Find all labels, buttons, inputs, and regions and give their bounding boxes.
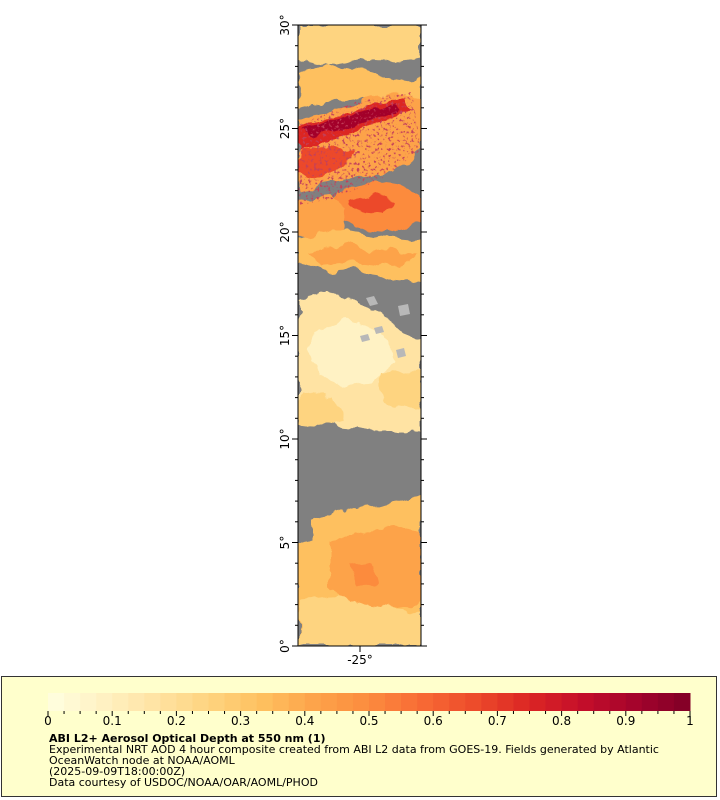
colorbar-bin [256, 693, 274, 711]
colorbar-bin [272, 693, 290, 711]
colorbar-bin [401, 693, 418, 711]
colorbar-bin [304, 693, 322, 711]
colorbar-tick-label: 0.8 [552, 714, 571, 728]
colorbar-gradient [48, 693, 691, 711]
colorbar-bin [48, 693, 65, 711]
colorbar-bin [449, 693, 466, 711]
colorbar-bin [641, 693, 659, 711]
colorbar-bin [385, 693, 402, 711]
colorbar-bin [112, 693, 129, 711]
colorbar-tick-label: 0.7 [488, 714, 507, 728]
colorbar-bin [417, 693, 434, 711]
colorbar-tick-label: 0.2 [167, 714, 186, 728]
colorbar-bin [288, 693, 306, 711]
colorbar-bin [465, 693, 482, 711]
latitude-axis: 0° 5° 10° 15° 20° 25° 30° [278, 14, 427, 653]
colorbar-ticks: 0 0.1 0.2 0.3 0.4 0.5 0.6 0.7 0.8 0.9 1 [44, 711, 694, 728]
colorbar-bin [513, 693, 530, 711]
colorbar-bin [352, 693, 370, 711]
colorbar-bin [481, 693, 498, 711]
colorbar-bin [673, 693, 691, 711]
lat-tick-label: 25° [278, 118, 292, 139]
colorbar-bin [320, 693, 338, 711]
legend-description: Experimental NRT AOD 4 hour composite cr… [49, 743, 659, 767]
colorbar-bin [545, 693, 563, 711]
lat-tick-label: 0° [278, 639, 292, 653]
colorbar-bin [433, 693, 450, 711]
colorbar-bin [176, 693, 193, 711]
lat-tick-label: 20° [278, 221, 292, 242]
aod-raster [298, 25, 421, 646]
legend-panel: 0 0.1 0.2 0.3 0.4 0.5 0.6 0.7 0.8 0.9 1 ABI L2+ Ae… [1, 676, 717, 797]
colorbar-bin [336, 693, 354, 711]
colorbar-tick-label: 0.1 [103, 714, 122, 728]
colorbar-tick-label: 1 [686, 714, 694, 728]
legend-title: ABI L2+ Aerosol Optical Depth at 550 nm … [49, 732, 326, 745]
lat-tick-label: 5° [278, 536, 292, 550]
colorbar-bin [497, 693, 514, 711]
lat-tick-label: 10° [278, 428, 292, 449]
colorbar-bin [64, 693, 81, 711]
colorbar-bin [240, 693, 258, 711]
colorbar-bin [657, 693, 675, 711]
colorbar-tick-label: 0.6 [424, 714, 443, 728]
aod-speckle [298, 92, 421, 205]
lon-tick-label: -25° [347, 653, 373, 667]
colorbar-bin [192, 693, 209, 711]
colorbar-bin [96, 693, 113, 711]
longitude-axis: -25° [347, 646, 373, 667]
colorbar-bin [208, 693, 226, 711]
colorbar: 0 0.1 0.2 0.3 0.4 0.5 0.6 0.7 0.8 0.9 1 [44, 693, 694, 728]
colorbar-bin [80, 693, 97, 711]
colorbar-bin [369, 693, 386, 711]
colorbar-bin [561, 693, 579, 711]
colorbar-bin [609, 693, 627, 711]
colorbar-bin [224, 693, 242, 711]
colorbar-bin [529, 693, 547, 711]
colorbar-tick-label: 0.5 [359, 714, 378, 728]
colorbar-bin [593, 693, 611, 711]
colorbar-tick-label: 0.9 [616, 714, 635, 728]
aod-map: 0° 5° 10° 15° 20° 25° 30° -25° [278, 14, 427, 667]
colorbar-bin [160, 693, 177, 711]
colorbar-bin [577, 693, 595, 711]
colorbar-tick-label: 0.4 [295, 714, 314, 728]
lat-tick-label: 30° [278, 14, 292, 35]
colorbar-tick-label: 0.3 [231, 714, 250, 728]
colorbar-bin [128, 693, 145, 711]
lat-tick-label: 15° [278, 325, 292, 346]
colorbar-bin [625, 693, 643, 711]
legend-credit: Data courtesy of USDOC/NOAA/OAR/AOML/PHO… [49, 776, 318, 789]
land-mask [360, 296, 410, 358]
colorbar-bin [144, 693, 161, 711]
legend-timestamp: (2025-09-09T18:00:00Z) [49, 765, 186, 778]
colorbar-tick-label: 0 [44, 714, 52, 728]
